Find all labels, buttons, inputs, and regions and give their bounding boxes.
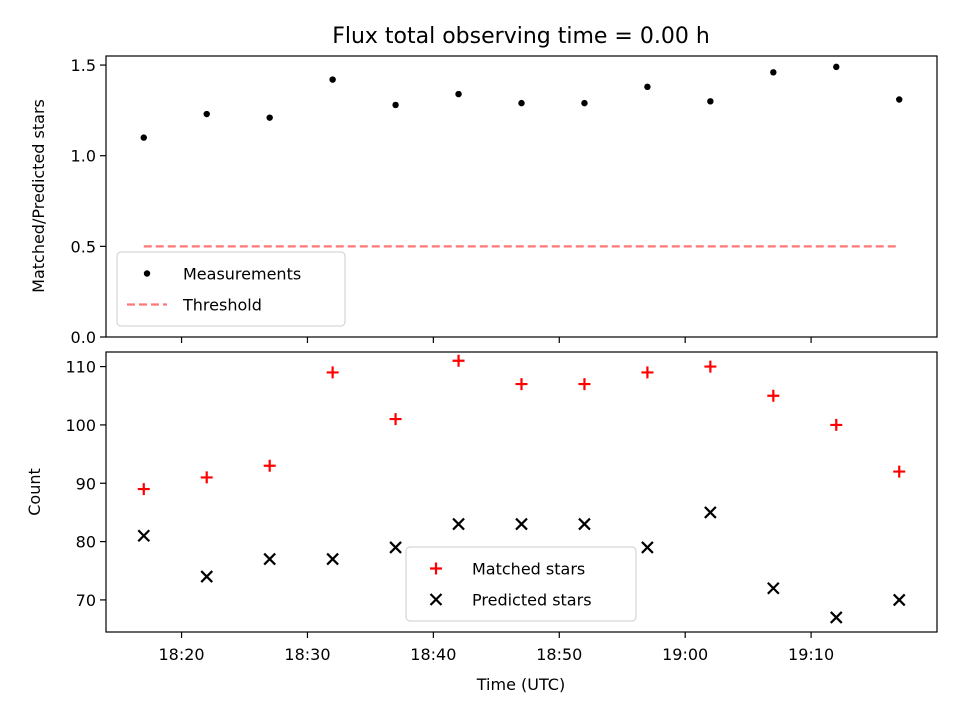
predicted-stars-point <box>200 570 214 583</box>
measurement-point <box>392 101 399 109</box>
predicted-stars-point <box>767 581 780 595</box>
count-x-axis: 18:20 18:30 18:40 18:50 19:00 19:10 <box>158 632 834 664</box>
x-tick-label: 19:00 <box>662 645 708 664</box>
measurement-point <box>833 63 840 71</box>
measurement-point <box>707 98 714 105</box>
ratio-y-tick-label: 0.5 <box>71 237 96 256</box>
x-axis-label: Time (UTC) <box>476 675 565 694</box>
matched-stars-point <box>137 483 150 496</box>
measurement-point <box>581 99 588 107</box>
matched-stars-point <box>704 360 717 373</box>
matched-stars-point <box>767 389 780 402</box>
count-plot-area <box>137 354 906 624</box>
measurement-point <box>770 69 777 76</box>
measurement-point <box>140 134 147 141</box>
legend-label: Measurements <box>183 265 301 284</box>
ratio-plot-area <box>140 63 903 248</box>
count-panel: 70 80 90 100 110 18:20 18:30 18:40 18:50 19:00 19… <box>25 351 938 694</box>
legend-matched-swatch <box>430 562 442 575</box>
predicted-stars-point <box>829 611 843 624</box>
count-legend: Matched stars Predicted stars <box>405 546 637 622</box>
ratio-y-tick-label: 1.0 <box>71 147 96 166</box>
count-y-tick-label: 70 <box>76 591 96 610</box>
ratio-y-axis: 0.0 0.5 1.0 1.5 <box>71 56 106 347</box>
legend-predicted-swatch <box>429 593 443 606</box>
ratio-y-axis-label: Matched/Predicted stars <box>29 99 48 293</box>
predicted-stars-point <box>704 506 717 519</box>
measurement-point <box>518 99 525 107</box>
predicted-stars-point <box>389 541 402 554</box>
ratio-legend: Measurements Threshold <box>116 251 346 327</box>
measurement-point <box>455 90 462 98</box>
matched-stars-point <box>578 378 591 391</box>
x-tick-label: 19:10 <box>788 645 834 664</box>
x-tick-label: 18:30 <box>284 645 330 664</box>
predicted-stars-point <box>641 541 654 554</box>
measurement-point <box>329 76 336 83</box>
count-y-tick-label: 80 <box>76 533 96 552</box>
legend-measurement-swatch <box>143 270 151 277</box>
count-legend-box <box>405 546 637 622</box>
matched-stars-point <box>200 471 213 484</box>
predicted-stars-point <box>326 552 339 566</box>
count-y-axis-label: Count <box>25 468 44 516</box>
predicted-stars-point <box>515 517 528 531</box>
predicted-stars-point <box>263 552 276 566</box>
predicted-stars-point <box>892 593 906 607</box>
legend-label: Matched stars <box>472 560 585 579</box>
matched-stars-point <box>452 354 465 367</box>
ratio-panel: 0.0 0.5 1.0 1.5 Matched/Predicted stars Mea… <box>29 55 938 347</box>
measurement-point <box>203 110 210 118</box>
predicted-stars-point <box>452 517 465 531</box>
ratio-x-ticks <box>180 337 812 343</box>
legend-label: Threshold <box>182 296 262 315</box>
x-tick-label: 18:50 <box>536 645 582 664</box>
matched-stars-point <box>830 418 843 431</box>
x-tick-label: 18:20 <box>158 645 204 664</box>
x-tick-label: 18:40 <box>410 645 456 664</box>
count-y-tick-label: 90 <box>76 474 96 493</box>
matched-stars-point <box>326 366 339 379</box>
matched-stars-point <box>389 413 402 426</box>
ratio-y-tick-label: 1.5 <box>71 56 96 75</box>
count-y-tick-label: 110 <box>65 358 96 377</box>
measurement-point <box>266 114 273 121</box>
count-axes-frame <box>105 351 938 633</box>
matched-stars-point <box>263 459 276 472</box>
predicted-stars-point <box>578 517 591 531</box>
measurement-point <box>896 96 903 103</box>
ratio-legend-box <box>116 251 346 327</box>
matched-stars-point <box>893 465 906 478</box>
legend-label: Predicted stars <box>472 591 592 610</box>
ratio-axes-frame <box>105 55 938 338</box>
chart-title: Flux total observing time = 0.00 h <box>332 24 710 49</box>
measurement-point <box>644 83 651 91</box>
count-y-tick-label: 100 <box>65 416 96 435</box>
matched-stars-point <box>515 378 528 391</box>
matched-stars-point <box>641 366 654 379</box>
predicted-stars-point <box>137 529 151 543</box>
count-y-axis: 70 80 90 100 110 <box>65 358 106 610</box>
ratio-y-tick-label: 0.0 <box>71 328 96 347</box>
